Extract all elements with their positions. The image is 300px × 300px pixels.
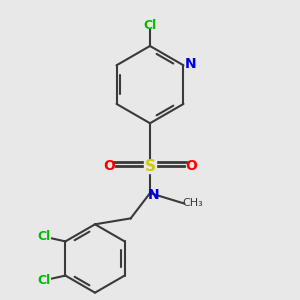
Text: O: O	[103, 159, 115, 173]
Text: O: O	[185, 159, 197, 173]
Text: N: N	[185, 57, 197, 71]
Text: CH₃: CH₃	[182, 199, 203, 208]
Text: Cl: Cl	[38, 274, 51, 287]
FancyBboxPatch shape	[144, 160, 156, 172]
Text: S: S	[145, 159, 155, 174]
Text: Cl: Cl	[38, 230, 51, 242]
Text: Cl: Cl	[143, 19, 157, 32]
Text: N: N	[148, 188, 159, 202]
